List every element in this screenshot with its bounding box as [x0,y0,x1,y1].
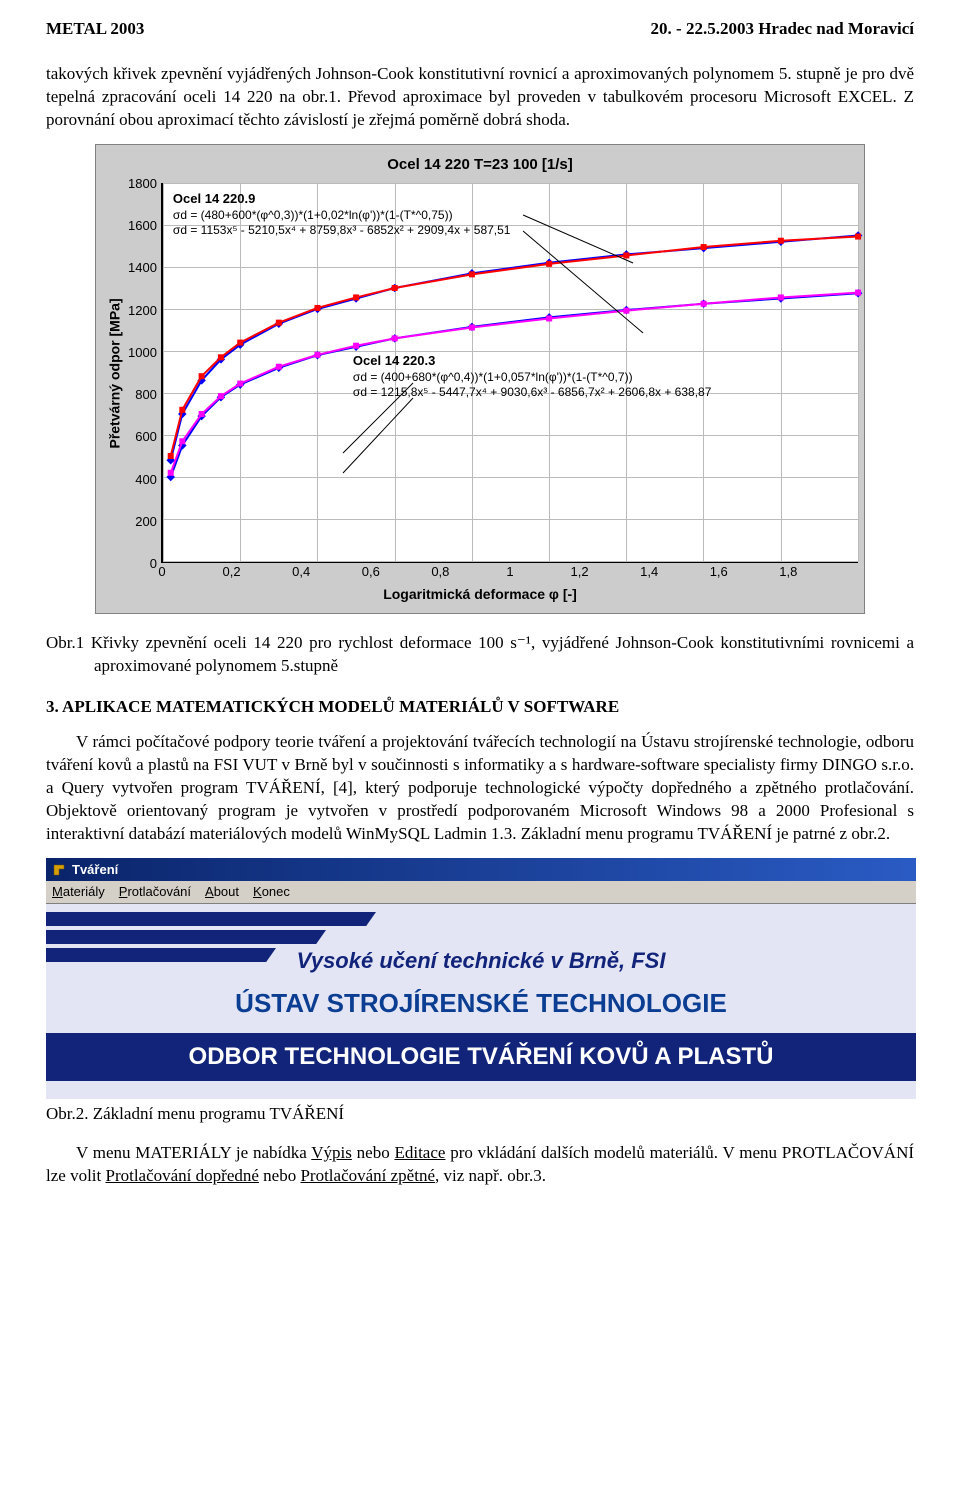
chart-title: Ocel 14 220 T=23 100 [1/s] [102,155,858,175]
para3-part-d: nebo [259,1166,301,1185]
section-3-heading: 3. APLIKACE MATEMATICKÝCH MODELŮ MATERIÁ… [46,696,914,719]
chart-plot-area: Ocel 14 220.9 σd = (480+600*(φ^0,3))*(1+… [161,183,858,563]
para3-part-e: , viz např. obr.3. [435,1166,546,1185]
app-window-screenshot: Tváření Materiály Protlačování About Kon… [46,858,916,1099]
header-left: METAL 2003 [46,18,144,41]
para3-link-dopredne: Protlačování dopředné [105,1166,258,1185]
menu-about[interactable]: About [205,883,239,901]
banner-stripe [46,948,276,962]
menu-protlacovani[interactable]: Protlačování [119,883,191,901]
figure2-caption: Obr.2. Základní menu programu TVÁŘENÍ [46,1103,914,1126]
para3-link-editace: Editace [394,1143,445,1162]
chart-xlabel: Logaritmická deformace φ [-] [102,585,858,604]
chart-container: Ocel 14 220 T=23 100 [1/s] Přetvárný odp… [95,144,865,615]
banner-stripe [46,912,376,926]
caption1-label: Obr.1 [46,633,84,652]
chart-xticks: 00,20,40,60,811,21,41,61,8 [162,563,858,581]
banner-department: ODBOR TECHNOLOGIE TVÁŘENÍ KOVŮ A PLASTŮ [46,1033,916,1081]
intro-paragraph: takových křivek zpevnění vyjádřených Joh… [46,63,914,132]
para3-link-vypis: Výpis [311,1143,352,1162]
closing-paragraph: V menu MATERIÁLY je nabídka Výpis nebo E… [46,1142,914,1188]
para3-part-b: nebo [352,1143,395,1162]
window-menubar: Materiály Protlačování About Konec [46,881,916,904]
window-title: Tváření [72,861,118,879]
window-titlebar: Tváření [46,858,916,882]
para3-link-zpetne: Protlačování zpětné [300,1166,435,1185]
banner-stripe [46,930,326,944]
chart-yticks: 180016001400120010008006004002000 [128,183,161,563]
caption1-text: Křivky zpevnění oceli 14 220 pro rychlos… [84,633,914,675]
header-right: 20. - 22.5.2003 Hradec nad Moravicí [651,18,914,41]
chart-ylabel: Přetvárný odpor [MPa] [106,298,125,448]
para3-part-a: V menu MATERIÁLY je nabídka [76,1143,311,1162]
app-icon [52,863,66,877]
menu-materialy[interactable]: Materiály [52,883,105,901]
page-header: METAL 2003 20. - 22.5.2003 Hradec nad Mo… [46,18,914,41]
banner-institute: ÚSTAV STROJÍRENSKÉ TECHNOLOGIE [46,986,916,1021]
window-banner: Vysoké učení technické v Brně, FSI ÚSTAV… [46,904,916,1099]
menu-konec[interactable]: Konec [253,883,290,901]
figure1-caption: Obr.1 Křivky zpevnění oceli 14 220 pro r… [46,632,914,678]
section-3-paragraph: V rámci počítačové podpory teorie tvářen… [46,731,914,846]
